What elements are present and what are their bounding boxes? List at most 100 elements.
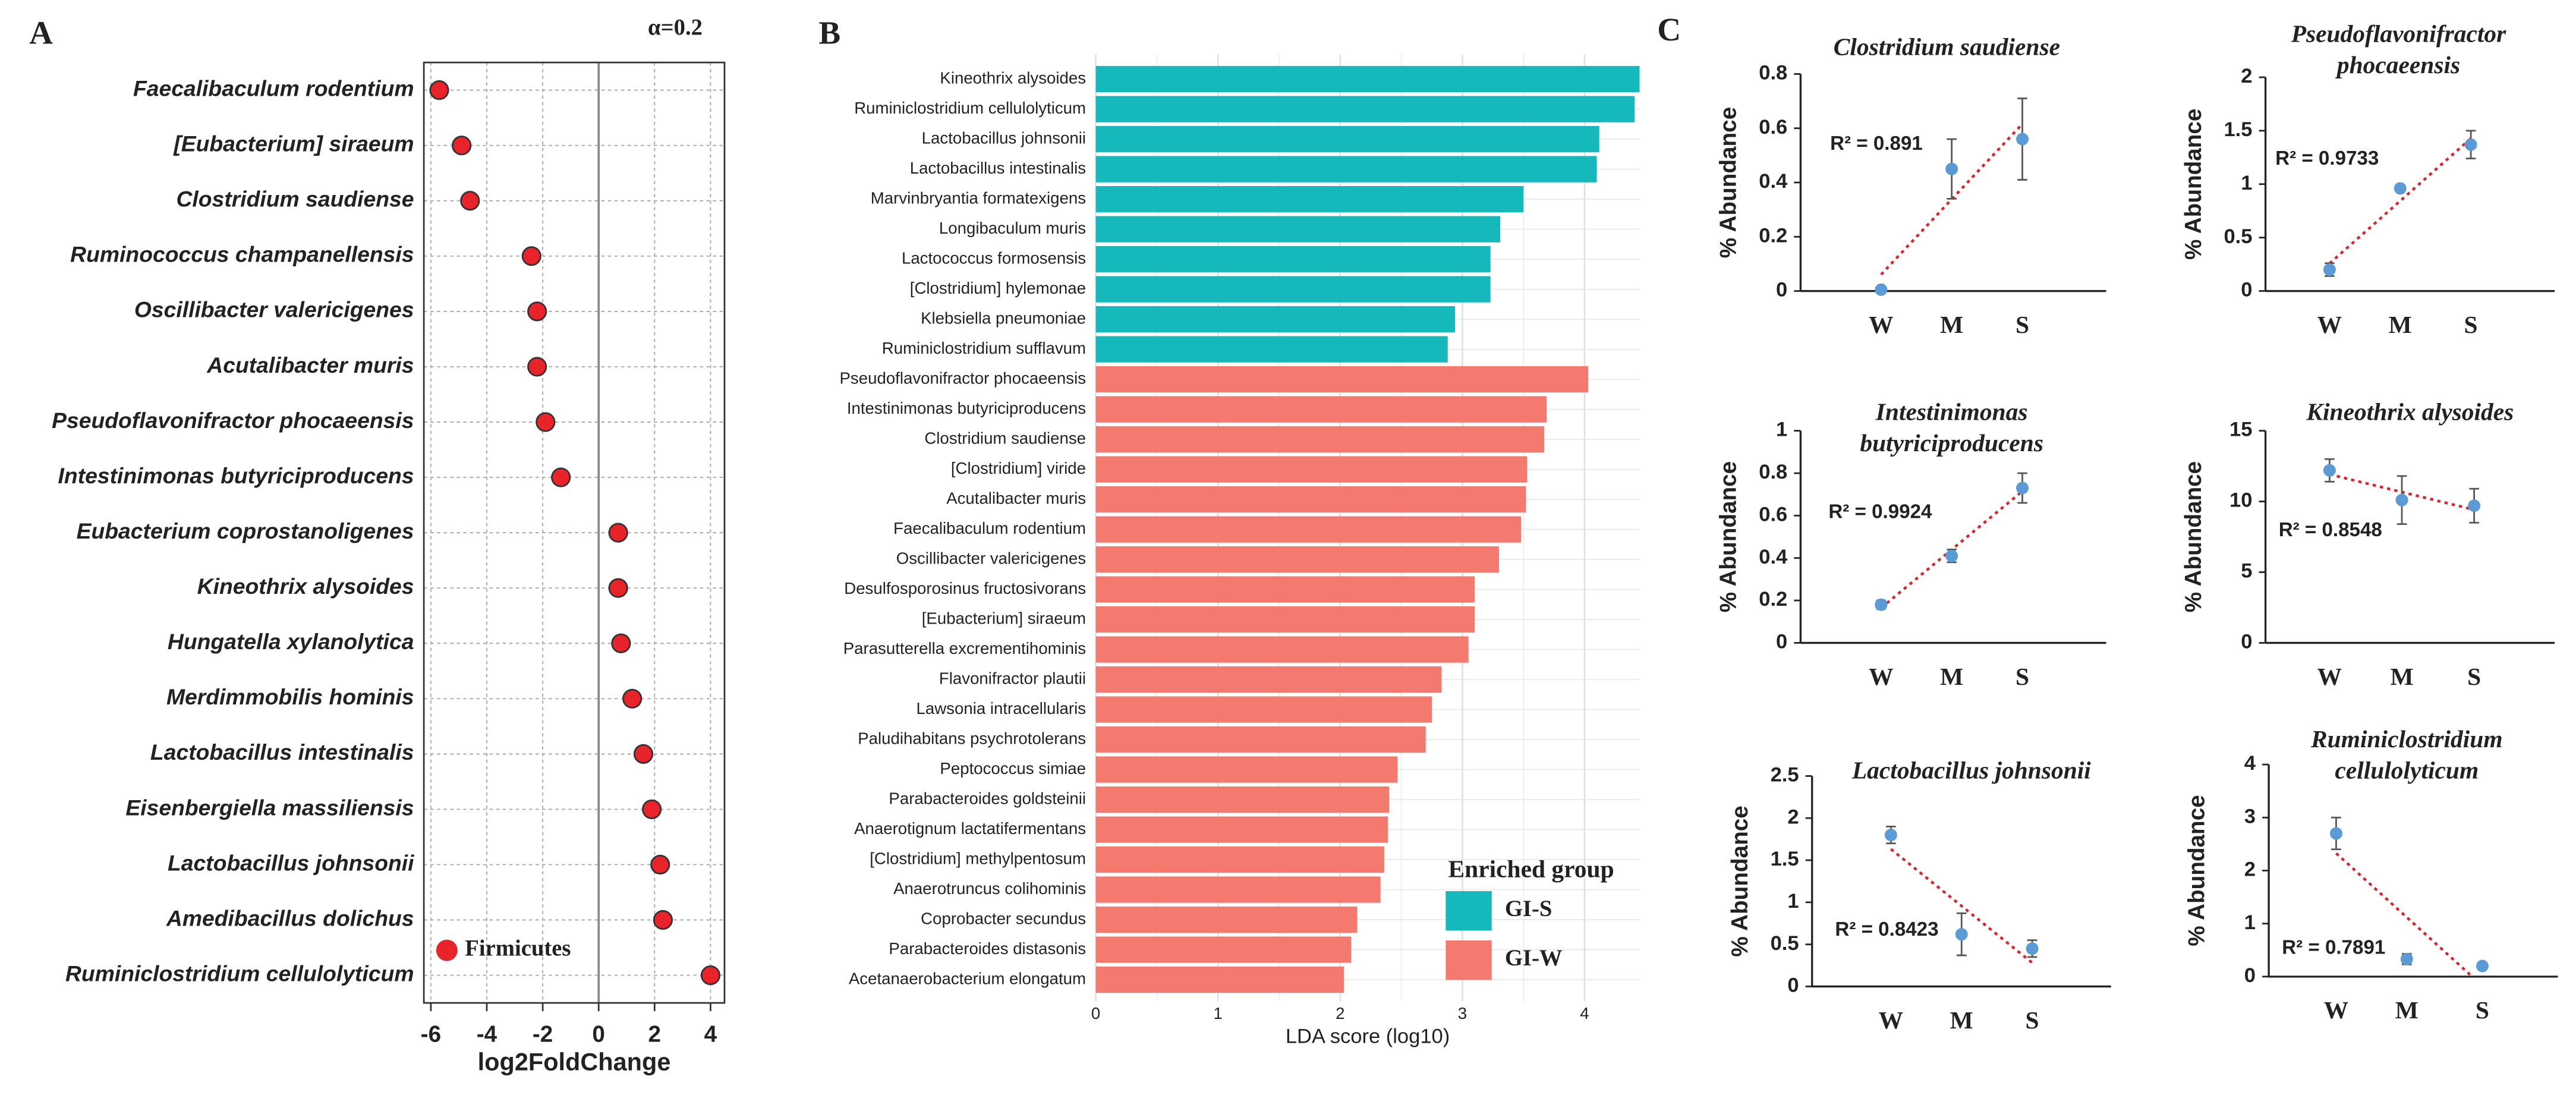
chart-title: phocaeensis (2335, 51, 2460, 78)
chart-title: Clostridium saudiense (1834, 33, 2060, 60)
y-tick-label: 0 (2241, 631, 2252, 653)
dot (700, 965, 720, 986)
trendline (2328, 137, 2472, 265)
bar (1095, 546, 1500, 573)
point (2016, 133, 2029, 146)
x-tick-label: 1 (1214, 1004, 1223, 1022)
x-tick-label: 3 (1458, 1004, 1467, 1022)
bar (1095, 606, 1475, 633)
species-label: Intestinimonas butyriciproducens (58, 463, 414, 488)
y-tick-label: 5 (2241, 560, 2252, 583)
x-tick-label: 4 (1580, 1004, 1589, 1022)
x-axis-label: LDA score (log10) (1286, 1025, 1450, 1047)
legend-title: Enriched group (1448, 855, 1614, 882)
x-tick-label: -2 (533, 1022, 553, 1047)
y-tick-label: 0.5 (2224, 225, 2252, 248)
species-label: Lactobacillus johnsonii (922, 128, 1086, 147)
point (2026, 942, 2039, 955)
species-label: [Eubacterium] siraeum (173, 131, 414, 156)
x-tick-label: 2 (1336, 1004, 1344, 1022)
dot (608, 523, 628, 543)
bar (1095, 786, 1390, 813)
y-tick-label: 0.6 (1759, 116, 1787, 139)
y-tick-label: 4 (2244, 752, 2256, 775)
x-tick-label: -4 (477, 1022, 497, 1047)
species-label: Ruminococcus champanellensis (70, 242, 414, 267)
species-label: Parasutterella excrementihominis (843, 639, 1086, 657)
y-tick-label: 0.5 (1771, 932, 1799, 955)
dot (622, 688, 643, 709)
species-label: Lactobacillus intestinalis (910, 159, 1086, 177)
bar (1095, 846, 1384, 873)
y-tick-label: 0 (1776, 631, 1787, 653)
species-label: Lactobacillus johnsonii (168, 850, 414, 875)
annotation: R² = 0.8548 (2279, 519, 2382, 541)
bar (1095, 966, 1344, 993)
point (2323, 464, 2336, 477)
y-tick-label: 1 (1787, 890, 1799, 913)
species-label: Lactococcus formosensis (902, 248, 1086, 267)
species-label: Marvinbryantia formatexigens (871, 188, 1086, 207)
species-label: [Clostridium] methylpentosum (870, 849, 1086, 867)
chart-title: cellulolyticum (2335, 756, 2479, 784)
y-tick-label: 0.2 (1759, 224, 1787, 247)
x-axis-label: log2FoldChange (478, 1047, 671, 1075)
x-tick-label: S (2016, 311, 2029, 338)
y-tick-label: 2 (2241, 65, 2252, 87)
species-label: Eubacterium coprostanoligenes (77, 518, 414, 543)
dot (527, 301, 547, 322)
trendline (1880, 122, 2024, 276)
species-label: Merdimmobilis hominis (166, 684, 414, 709)
species-label: Pseudoflavonifractor phocaeensis (52, 408, 414, 433)
trendline (2335, 852, 2474, 977)
bar (1095, 726, 1426, 753)
y-tick-label: 1.5 (2224, 118, 2252, 141)
point (2464, 138, 2477, 151)
x-tick-label: 4 (704, 1022, 717, 1047)
bar (1095, 816, 1388, 843)
dot (650, 854, 670, 875)
species-label: Pseudoflavonifractor phocaeensis (840, 369, 1087, 387)
species-label: Longibaculum muris (939, 219, 1086, 237)
x-tick-label: S (2467, 663, 2481, 690)
y-tick-label: 0.4 (1759, 546, 1788, 568)
x-tick-label: M (1940, 663, 1963, 690)
species-label: Acutalibacter muris (206, 353, 414, 377)
y-tick-label: 15 (2229, 419, 2252, 441)
x-tick-label: S (2476, 996, 2489, 1024)
legend-marker (436, 939, 458, 961)
point (1884, 829, 1897, 842)
species-label: Acetanaerobacterium elongatum (849, 969, 1086, 987)
annotation: R² = 0.8423 (1835, 918, 1938, 940)
y-tick-label: 0.8 (1759, 62, 1787, 84)
x-tick-label: M (2389, 311, 2412, 338)
x-tick-label: W (2324, 996, 2348, 1024)
x-tick-label: 0 (592, 1022, 605, 1047)
bar (1095, 426, 1545, 453)
point (2476, 959, 2489, 973)
bar (1095, 366, 1589, 393)
panel-label: B (818, 15, 840, 51)
chart-title: butyriciproducens (1860, 429, 2043, 457)
annotation: R² = 0.891 (1830, 133, 1923, 155)
y-axis-label: % Abundance (1716, 461, 1742, 612)
legend-swatch (1446, 891, 1492, 931)
y-axis-label: % Abundance (1727, 805, 1753, 956)
bar (1095, 156, 1597, 182)
dot (653, 910, 673, 930)
x-tick-label: W (1869, 663, 1893, 690)
point (2395, 493, 2408, 506)
dot (527, 357, 547, 377)
x-tick-label: -6 (421, 1022, 441, 1047)
y-tick-label: 1 (2241, 172, 2252, 194)
point (1875, 283, 1888, 296)
dot (429, 80, 449, 100)
species-label: Paludihabitans psychrotolerans (858, 729, 1086, 747)
bar (1095, 336, 1448, 363)
x-tick-label: W (1879, 1006, 1903, 1034)
species-label: Eisenbergiella massiliensis (125, 795, 414, 820)
bar (1095, 516, 1522, 543)
y-tick-label: 10 (2229, 489, 2252, 512)
